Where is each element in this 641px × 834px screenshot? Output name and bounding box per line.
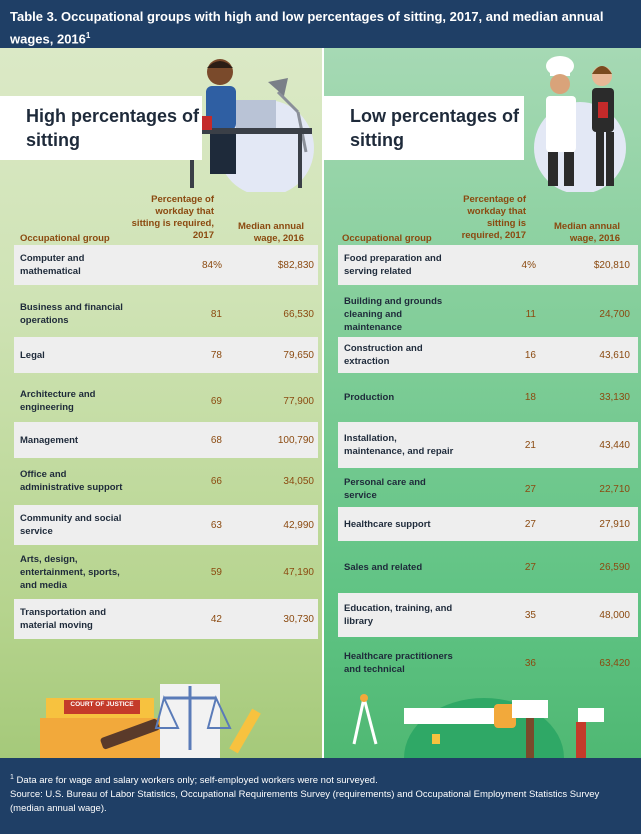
table-row: Arts, design, entertainment, sports, and…: [14, 548, 318, 596]
occupational-group-cell: Personal care and service: [344, 477, 426, 501]
median-wage-cell: 42,990: [283, 519, 314, 531]
left-col-wage-header: Median annual wage, 2016: [238, 221, 304, 244]
occupational-group-cell: Healthcare support: [344, 518, 431, 530]
table-row: Transportation and material moving 42 30,7…: [14, 599, 318, 639]
occupational-group-cell: Education, training, and library: [344, 603, 453, 627]
low-sitting-panel: Low percentages of sitting Occupational …: [324, 48, 641, 758]
occupational-group-cell: Computer and mathematical: [20, 253, 85, 277]
sitting-percentage-cell: 21: [524, 439, 536, 451]
median-wage-cell: 79,650: [283, 349, 314, 361]
table-row: Sales and related 27 26,590: [338, 545, 638, 589]
median-wage-cell: 34,050: [283, 475, 314, 487]
table-row: Computer and mathematical 84% $82,830: [14, 245, 318, 285]
sitting-percentage-cell: 59: [210, 566, 222, 578]
left-col-group-header: Occupational group: [20, 233, 110, 244]
table-row: Management 68 100,790: [14, 422, 318, 458]
table-row: Healthcare support 27 27,910: [338, 507, 638, 541]
high-sitting-heading: High percentages of sitting: [0, 96, 202, 160]
title-footnote-mark: 1: [85, 31, 91, 40]
right-col-wage-header: Median annual wage, 2016: [554, 221, 620, 244]
right-col-group-header: Occupational group: [342, 233, 432, 244]
source-text: Source: U.S. Bureau of Labor Statistics,…: [10, 789, 600, 815]
median-wage-cell: 43,610: [599, 349, 630, 361]
court-sign-text: COURT OF JUSTICE: [70, 701, 134, 708]
sitting-percentage-cell: 36: [524, 657, 536, 669]
sitting-percentage-cell: 35: [524, 609, 536, 621]
median-wage-cell: 27,910: [599, 518, 630, 530]
left-col-pct-header: Percentage of workday that sitting is re…: [131, 194, 214, 241]
table-row: Healthcare practitioners and technical 36…: [338, 641, 638, 685]
sitting-percentage-cell: 27: [524, 518, 536, 530]
table-row: Architecture and engineering 69 77,900: [14, 381, 318, 421]
median-wage-cell: 48,000: [599, 609, 630, 621]
median-wage-cell: 63,420: [599, 657, 630, 669]
median-wage-cell: 100,790: [277, 434, 314, 446]
median-wage-cell: 43,440: [599, 439, 630, 451]
sitting-percentage-cell: 11: [525, 308, 536, 320]
sitting-percentage-cell: 81: [210, 308, 222, 320]
occupational-group-cell: Business and financial operations: [20, 302, 123, 326]
panel-divider: [322, 48, 324, 758]
table-title: Table 3. Occupational groups with high a…: [10, 9, 604, 47]
occupational-group-cell: Construction and extraction: [344, 343, 423, 367]
right-col-pct-header: Percentage of workday that sitting is re…: [461, 194, 526, 241]
sitting-percentage-cell: 16: [524, 349, 536, 361]
table-row: Personal care and service 27 22,710: [338, 474, 638, 504]
sitting-percentage-cell: 27: [524, 561, 536, 573]
sitting-percentage-cell: 78: [210, 349, 222, 361]
high-sitting-panel: High percentages of sitting Occupational…: [0, 48, 322, 758]
median-wage-cell: 33,130: [599, 391, 630, 403]
table-row: Installation, maintenance, and repair 21 4…: [338, 422, 638, 468]
median-wage-cell: 47,190: [283, 566, 314, 578]
occupational-group-cell: Installation, maintenance, and repair: [344, 433, 454, 457]
table-row: Construction and extraction 16 43,610: [338, 337, 638, 373]
sitting-percentage-cell: 27: [524, 483, 536, 495]
median-wage-cell: 77,900: [283, 395, 314, 407]
chef-waiter-illustration: [534, 56, 626, 192]
occupational-group-cell: Community and social service: [20, 513, 122, 537]
tools-illustration: [352, 694, 604, 758]
occupational-group-cell: Management: [20, 434, 79, 446]
occupational-group-cell: Legal: [20, 349, 45, 361]
occupational-group-cell: Architecture and engineering: [20, 389, 96, 413]
table-row: Building and grounds cleaning and mainte…: [338, 294, 638, 334]
occupational-group-cell: Food preparation and serving related: [344, 253, 442, 277]
footnote-bar: 1 Data are for wage and salary workers o…: [0, 758, 641, 834]
occupational-group-cell: Sales and related: [344, 561, 423, 573]
occupational-group-cell: Production: [344, 391, 395, 403]
sitting-percentage-cell: 68: [210, 434, 222, 446]
occupational-group-cell: Building and grounds cleaning and mainte…: [344, 295, 443, 333]
median-wage-cell: $82,830: [277, 259, 314, 271]
table-row: Production 18 33,130: [338, 376, 638, 418]
median-wage-cell: $20,810: [593, 259, 630, 271]
sitting-percentage-cell: 18: [524, 391, 536, 403]
median-wage-cell: 22,710: [599, 483, 630, 495]
median-wage-cell: 30,730: [283, 613, 314, 625]
sitting-percentage-cell: 69: [210, 395, 222, 407]
table-row: Business and financial operations 81 66,53…: [14, 294, 318, 334]
sitting-percentage-cell: 84%: [201, 259, 222, 271]
footnote-text: Data are for wage and salary workers onl…: [16, 775, 378, 787]
table-row: Legal 78 79,650: [14, 337, 318, 373]
office-worker-illustration: [180, 59, 314, 192]
sitting-percentage-cell: 63: [210, 519, 222, 531]
occupational-group-cell: Healthcare practitioners and technical: [344, 651, 453, 675]
median-wage-cell: 66,530: [283, 308, 314, 320]
sitting-percentage-cell: 4%: [521, 259, 536, 271]
occupational-group-cell: Office and administrative support: [20, 469, 123, 493]
table-row: Office and administrative support 66 34,05…: [14, 461, 318, 501]
occupational-group-cell: Transportation and material moving: [20, 607, 107, 631]
sitting-percentage-cell: 42: [210, 613, 222, 625]
table-row: Food preparation and serving related 4% $2…: [338, 245, 638, 285]
occupational-group-cell: Arts, design, entertainment, sports, and…: [20, 553, 120, 591]
sitting-percentage-cell: 66: [210, 475, 222, 487]
median-wage-cell: 26,590: [599, 561, 630, 573]
table-row: Education, training, and library 35 48,000: [338, 593, 638, 637]
footnote-mark: 1: [10, 774, 14, 781]
median-wage-cell: 24,700: [599, 308, 630, 320]
low-sitting-heading: Low percentages of sitting: [324, 96, 524, 160]
table-title-bar: Table 3. Occupational groups with high a…: [0, 0, 641, 48]
table-row: Community and social service 63 42,990: [14, 505, 318, 545]
court-justice-illustration: [40, 684, 261, 758]
